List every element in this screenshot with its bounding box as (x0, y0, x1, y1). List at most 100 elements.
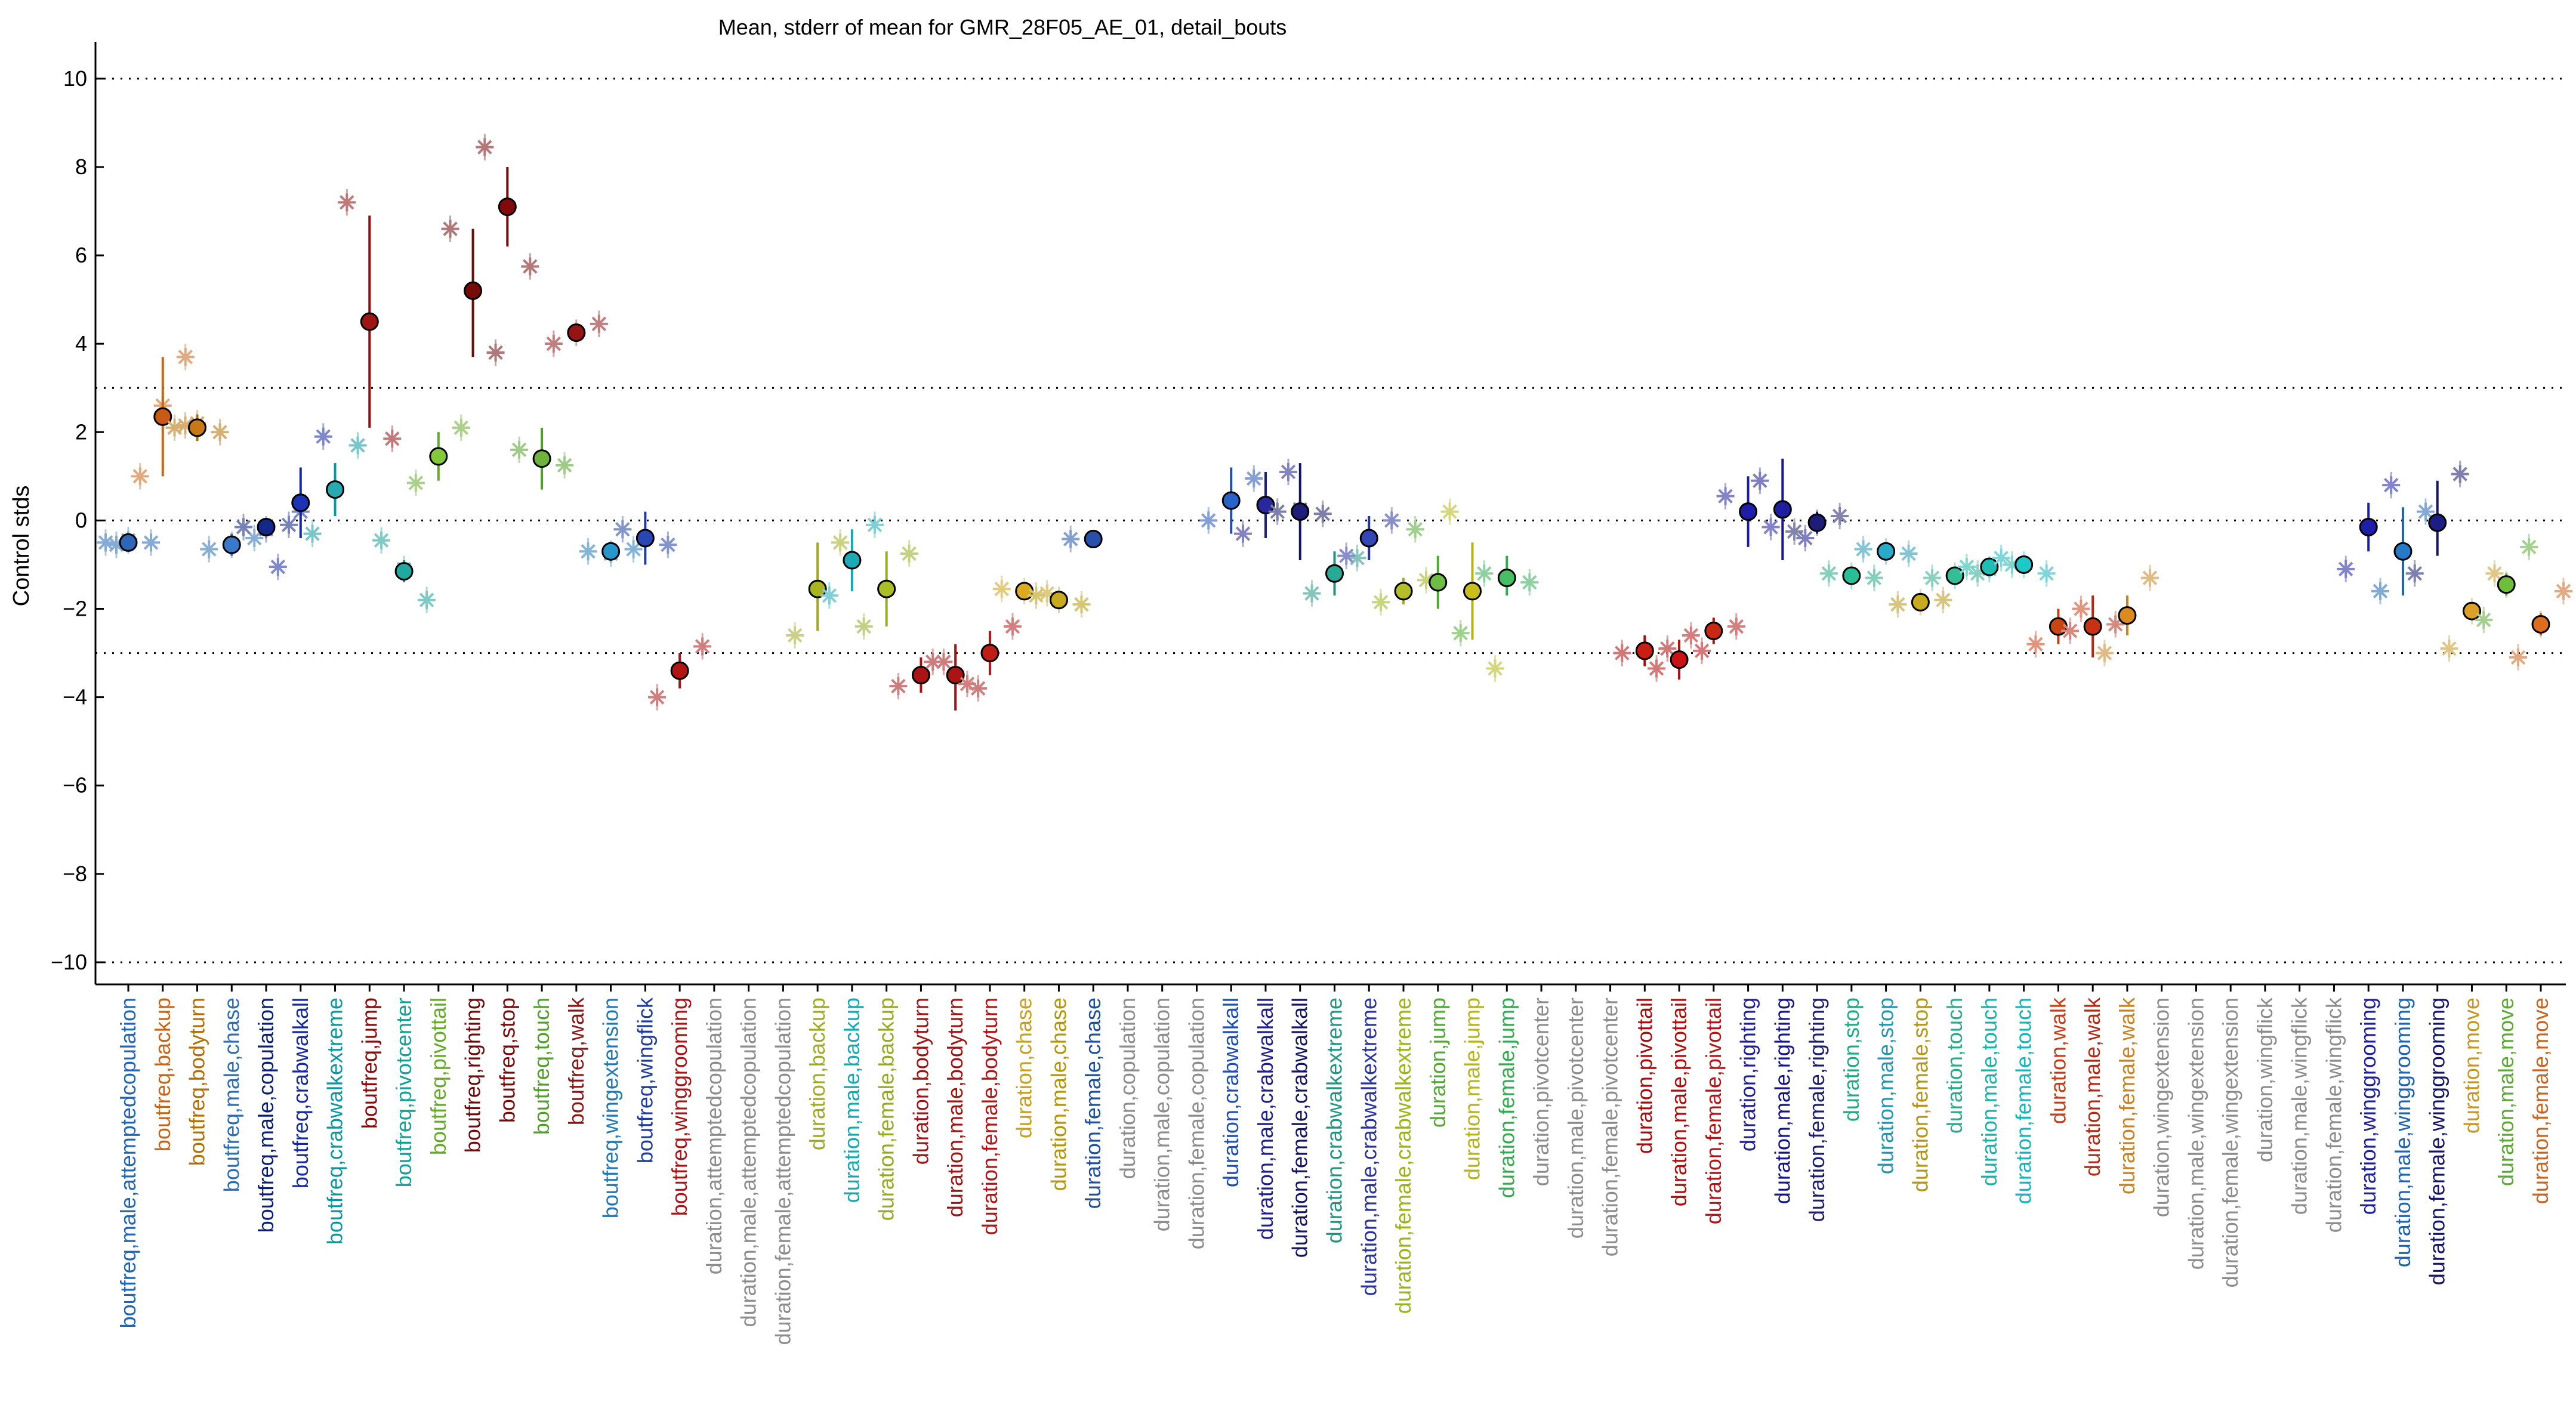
x-tick-label: duration,male,winggrooming (2390, 998, 2415, 1267)
data-point-asterisk (1716, 487, 1735, 505)
data-point-asterisk (2451, 465, 2469, 483)
x-tick-label: boutfreq,pivotcenter (391, 998, 416, 1187)
data-point-asterisk (211, 423, 229, 441)
mean-marker (980, 644, 999, 663)
x-tick-label: duration,male,move (2494, 998, 2518, 1186)
y-tick-label: 6 (75, 243, 87, 267)
mean-marker (2531, 614, 2550, 634)
x-tick-label: duration,male,attemptedcopulation (736, 998, 761, 1327)
mean-marker (2359, 518, 2378, 537)
data-point-asterisk (1992, 549, 2010, 567)
mean-marker (2118, 606, 2137, 625)
x-tick-label: duration,winggrooming (2356, 998, 2380, 1215)
mean-marker (2462, 601, 2481, 620)
data-point-asterisk (97, 533, 115, 552)
data-point-asterisk (693, 637, 712, 656)
x-tick-label: duration,female,wingextension (2218, 998, 2242, 1287)
data-point-asterisk (1038, 584, 1056, 603)
data-point-asterisk (2072, 600, 2090, 618)
x-tick-label: duration,female,move (2528, 998, 2553, 1204)
y-tick-label: −2 (63, 597, 87, 621)
x-tick-label: duration,bodyturn (908, 998, 933, 1165)
mean-marker (1773, 500, 1792, 519)
x-tick-label: duration,chase (1012, 998, 1036, 1138)
mean-marker (635, 529, 655, 548)
x-tick-label: boutfreq,righting (461, 998, 485, 1153)
data-point-asterisk (2520, 538, 2538, 556)
x-tick-label: duration,female,crabwalkall (1288, 998, 1312, 1258)
y-tick-label: 0 (75, 508, 87, 532)
mean-marker (946, 666, 965, 685)
data-point-asterisk (1957, 558, 1976, 576)
data-point-asterisk (2485, 564, 2504, 583)
x-tick-label: duration,male,backup (840, 998, 864, 1203)
data-point-asterisk (314, 427, 332, 446)
data-point-asterisk (1751, 471, 1769, 490)
data-point-asterisk (1372, 593, 1390, 612)
data-point-asterisk (1682, 626, 1700, 644)
data-point-asterisk (1831, 507, 1849, 525)
data-point-asterisk (992, 580, 1011, 598)
data-point-asterisk (303, 524, 322, 543)
data-point-asterisk (2140, 569, 2159, 587)
plot-area: −10 −8 −6 −4 −2 0 2 4 6 8 10 boutfreq,male,attempte… (51, 42, 2572, 1345)
mean-marker (670, 661, 689, 680)
data-point-asterisk (441, 220, 459, 238)
data-point-asterisk (245, 529, 264, 548)
x-tick-label: duration,male,stop (1874, 998, 1898, 1174)
x-tick-label: boutfreq,touch (529, 998, 554, 1135)
mean-marker (119, 533, 138, 552)
x-tick-label: duration,crabwalkextreme (1322, 998, 1347, 1243)
x-tick-label: duration,male,crabwalkextreme (1356, 998, 1381, 1296)
mean-marker (2428, 513, 2447, 532)
data-point-asterisk (1062, 530, 1080, 548)
data-point-asterisk (1348, 549, 1366, 567)
data-point-asterisk (2061, 622, 2080, 640)
data-point-asterisk (486, 343, 505, 362)
data-point-asterisk (1027, 586, 1045, 605)
x-tick-label: boutfreq,backup (150, 998, 175, 1151)
mean-marker (1911, 592, 1930, 612)
data-point-asterisk (1279, 462, 1297, 481)
data-point-asterisk (165, 418, 184, 437)
data-point-asterisk (544, 335, 563, 353)
data-point-asterisk (1899, 544, 1918, 563)
data-point-asterisk (1969, 564, 1987, 583)
data-point-asterisk (1337, 546, 1356, 565)
data-point-asterisk (889, 677, 908, 696)
data-point-asterisk (1268, 502, 1287, 521)
data-point-asterisk (2475, 611, 2493, 629)
data-point-asterisk (1313, 505, 1332, 523)
data-point-asterisk (2095, 644, 2114, 662)
x-tick-label: duration,jump (1426, 998, 1450, 1128)
x-tick-label: duration,male,pivottail (1667, 998, 1691, 1206)
x-tick-label: boutfreq,wingextension (599, 998, 623, 1218)
x-tick-label: duration,female,backup (874, 998, 899, 1221)
x-tick-label: duration,female,stop (1908, 998, 1932, 1192)
y-tick-label: −4 (63, 685, 87, 709)
y-tick-label: −10 (51, 950, 87, 974)
data-point-asterisk (2509, 648, 2527, 666)
x-tick-label: duration,female,crabwalkextreme (1391, 998, 1415, 1314)
data-point-asterisk (1520, 573, 1539, 592)
data-point-asterisk (142, 533, 160, 552)
y-tick-label: −6 (63, 773, 87, 798)
x-tick-label: duration,male,wingextension (2183, 998, 2208, 1270)
data-point-asterisk (1934, 591, 1952, 609)
x-tick-label: boutfreq,bodyturn (185, 998, 209, 1166)
mean-marker (326, 480, 345, 499)
mean-marker (1256, 495, 1275, 514)
mean-marker (394, 562, 414, 581)
mean-marker (1670, 650, 1689, 669)
x-tick-label: duration,female,bodyturn (977, 998, 1002, 1235)
data-point-asterisk (924, 653, 942, 671)
data-point-asterisk (648, 688, 667, 706)
data-point-asterisk (969, 679, 988, 697)
data-point-asterisk (2003, 555, 2021, 574)
data-point-asterisk (1865, 569, 1883, 587)
data-point-asterisk (372, 531, 391, 549)
mean-marker (464, 281, 483, 300)
x-tick-label: duration,attemptedcopulation (702, 998, 726, 1274)
x-tick-label: duration,female,pivottail (1701, 998, 1726, 1224)
data-point-asterisk (1451, 624, 1470, 643)
